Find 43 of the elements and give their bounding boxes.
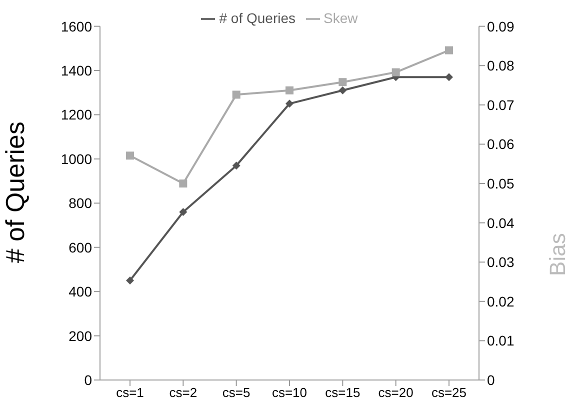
- point: [286, 100, 294, 108]
- y2-tick-label: 0.03: [487, 254, 514, 270]
- x-tick-label: cs=2: [169, 385, 198, 400]
- y-tick-label: 400: [68, 284, 92, 300]
- x-tick-label: cs=25: [431, 385, 467, 400]
- y2-tick-label: 0.09: [487, 18, 514, 34]
- y2-tick-label: 0.01: [487, 332, 514, 349]
- y-axis-title: # of Queries: [0, 122, 30, 264]
- point: [445, 73, 453, 82]
- y-tick-label: 0: [84, 372, 92, 388]
- y2-tick-label: 0.06: [487, 136, 514, 152]
- point: [232, 162, 240, 170]
- legend-label: # of Queries: [219, 10, 296, 26]
- y-tick-label: 1200: [60, 106, 92, 123]
- point: [338, 78, 347, 86]
- point: [179, 180, 188, 188]
- point: [392, 68, 400, 76]
- point: [445, 46, 453, 54]
- y2-tick-label: 0: [487, 372, 495, 388]
- point: [179, 208, 188, 216]
- y2-axis-title: Bias: [544, 233, 569, 276]
- y-tick-label: 1600: [60, 18, 92, 34]
- point: [338, 86, 347, 94]
- y-tick-label: 800: [68, 195, 92, 212]
- y2-tick-label: 0.05: [487, 175, 514, 192]
- x-tick-label: cs=15: [325, 385, 360, 400]
- y-tick-label: 200: [68, 328, 92, 344]
- point: [232, 90, 240, 99]
- point: [286, 86, 294, 94]
- legend-label: Skew: [324, 10, 358, 26]
- y2-tick-label: 0.08: [487, 58, 514, 74]
- point: [126, 276, 134, 285]
- x-tick-label: cs=20: [378, 385, 414, 400]
- y-tick-label: 1000: [60, 150, 92, 167]
- y2-tick-label: 0.04: [487, 214, 514, 231]
- point: [126, 152, 134, 160]
- x-tick-label: cs=1: [116, 385, 144, 400]
- y-tick-label: 1400: [60, 62, 92, 78]
- y2-tick-label: 0.07: [487, 96, 514, 113]
- x-tick-label: cs=5: [222, 385, 250, 400]
- y2-tick-label: 0.02: [487, 293, 514, 310]
- y-tick-label: 600: [68, 239, 92, 256]
- x-tick-label: cs=10: [272, 385, 308, 400]
